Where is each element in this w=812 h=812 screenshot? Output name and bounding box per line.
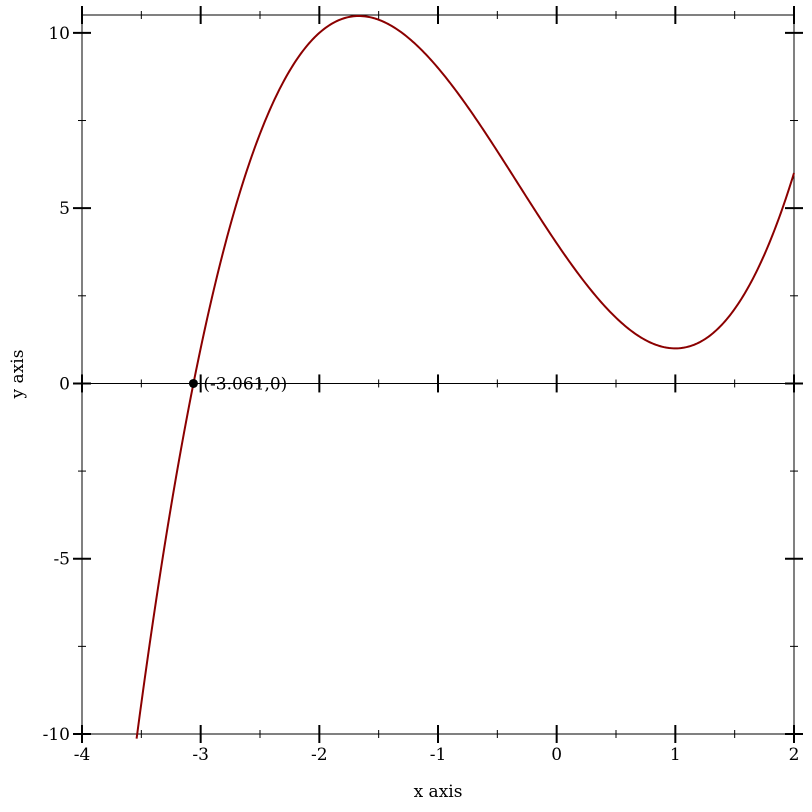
x-tick-label: 2 — [789, 745, 800, 765]
x-tick-label: -4 — [74, 745, 91, 765]
x-tick-label: -1 — [430, 745, 447, 765]
x-tick-label: 0 — [551, 745, 562, 765]
y-tick-label: -10 — [43, 725, 70, 745]
y-axis-label: y axis — [8, 350, 28, 400]
root-point-label: (-3.061,0) — [203, 374, 287, 394]
ticks — [73, 6, 803, 743]
y-tick-label: 5 — [59, 199, 70, 219]
x-tick-label: -2 — [311, 745, 328, 765]
x-tick-label: -3 — [192, 745, 209, 765]
x-axis-label: x axis — [414, 782, 463, 802]
y-tick-label: -5 — [53, 550, 70, 570]
function-curve — [135, 14, 795, 739]
x-tick-label: 1 — [670, 745, 681, 765]
y-tick-label: 0 — [59, 374, 70, 394]
y-tick-label: 10 — [48, 24, 70, 44]
root-point — [188, 378, 198, 388]
